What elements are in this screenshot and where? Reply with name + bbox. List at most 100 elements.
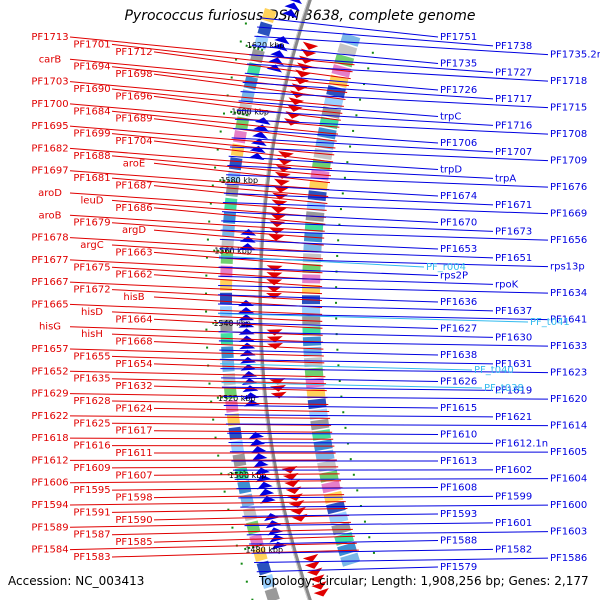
left-gene-label: PF1622: [31, 411, 68, 422]
right-gene-label: PF1604: [550, 474, 587, 485]
right-gene-label: PF1600: [550, 500, 587, 511]
left-leader-line: [111, 266, 323, 281]
right-gene-label: trpA: [495, 173, 516, 184]
right-leader-line: [259, 17, 439, 38]
forward-gene-arrow: [309, 574, 325, 583]
forward-gene-arrow: [285, 486, 302, 495]
reverse-gene-arrow: [252, 460, 269, 468]
right-gene-label: PF1586: [550, 553, 587, 564]
right-gene-label: PF1602: [495, 465, 532, 476]
feature-block-inner: [321, 480, 341, 494]
reverse-gene-arrow: [270, 50, 286, 59]
genome-backbone: [258, 0, 312, 600]
feature-block-outer: [226, 413, 241, 427]
gc-marker: [346, 442, 349, 445]
left-gene-label: PF1678: [31, 233, 68, 244]
gc-marker: [363, 520, 366, 523]
right-gene-label: PF1613: [440, 456, 477, 467]
right-gene-label: rps2P: [440, 271, 468, 282]
kbp-tick: [228, 110, 249, 117]
gc-marker: [371, 51, 374, 54]
feature-block-outer: [261, 7, 277, 23]
forward-gene-arrow: [293, 76, 309, 85]
gc-marker: [220, 472, 223, 475]
right-gene-label: PF1735.2n: [550, 50, 600, 61]
right-gene-label: PF1738: [495, 41, 532, 52]
left-gene-label: PF1682: [31, 143, 68, 154]
forward-gene-arrow: [270, 391, 287, 399]
gc-marker: [214, 166, 217, 169]
feature-block-outer: [228, 157, 243, 171]
right-gene-label: PF1735: [440, 59, 477, 70]
left-leader-line: [111, 355, 325, 364]
gc-marker: [338, 223, 341, 226]
gc-marker: [335, 301, 338, 304]
left-gene-label: PF1697: [31, 166, 68, 177]
right-gene-label: PF1637: [495, 306, 532, 317]
left-gene-label: PF1681: [73, 173, 110, 184]
genome-backbone-highlight: [257, 0, 309, 600]
feature-block-inner: [326, 501, 346, 515]
left-leader-line: [153, 207, 326, 225]
right-leader-line: [240, 91, 549, 109]
right-gene-label: PF1641: [550, 315, 587, 326]
left-leader-line: [111, 88, 343, 114]
forward-gene-arrow: [278, 150, 294, 159]
left-leader-line: [111, 528, 353, 536]
feature-block-outer: [252, 547, 268, 562]
forward-gene-arrow: [266, 293, 283, 300]
right-gene-label: PF1673: [495, 226, 532, 237]
left-leader-line: [153, 162, 331, 184]
forward-gene-arrow: [274, 171, 291, 179]
reverse-gene-arrow: [238, 328, 255, 335]
feature-block-outer: [221, 346, 234, 359]
right-gene-label: PF1707: [495, 147, 532, 158]
right-gene-label: PF1610: [440, 430, 477, 441]
left-gene-label: PF1687: [115, 181, 152, 192]
right-gene-label: PF1656: [550, 235, 587, 246]
forward-gene-arrow: [311, 581, 327, 590]
feature-block-inner: [302, 284, 321, 294]
right-gene-label: PF1726: [440, 85, 477, 96]
left-gene-label: PF1655: [73, 351, 110, 362]
feature-block-inner: [303, 242, 322, 253]
feature-block-outer: [240, 493, 255, 508]
left-gene-label: PF1672: [73, 285, 110, 296]
left-leader-line: [69, 214, 325, 232]
kbp-tick-label: 1620 kbp: [247, 41, 285, 50]
right-leader-line: [224, 183, 439, 197]
reverse-gene-arrow: [268, 57, 284, 66]
left-gene-label: aroE: [123, 158, 145, 169]
right-leader-line: [219, 238, 439, 250]
right-leader-line: [218, 312, 549, 321]
feature-block-outer: [237, 102, 252, 117]
left-gene-label: PF1598: [115, 493, 152, 504]
forward-gene-arrow: [270, 206, 287, 214]
left-leader-line: [111, 199, 326, 218]
reverse-gene-arrow: [272, 43, 288, 52]
right-gene-label: PF1671: [495, 200, 532, 211]
left-gene-label: PF1594: [31, 500, 68, 511]
right-leader-line: [218, 275, 494, 285]
reverse-gene-arrow: [238, 307, 255, 314]
left-leader-line: [111, 110, 339, 135]
kbp-tick: [243, 44, 264, 52]
forward-gene-arrow: [266, 279, 283, 286]
left-gene-label: PF1652: [31, 366, 68, 377]
gc-marker: [209, 202, 212, 205]
right-leader-line: [249, 540, 439, 545]
right-leader-line: [220, 229, 549, 241]
left-gene-label: aroD: [38, 188, 62, 199]
left-leader-line: [153, 514, 350, 521]
reverse-gene-arrow: [254, 467, 270, 476]
forward-gene-arrow: [267, 342, 284, 350]
gc-marker: [336, 348, 339, 351]
left-gene-label: aroB: [39, 210, 62, 221]
right-leader-line: [222, 395, 549, 400]
gc-marker: [337, 239, 340, 242]
left-gene-label: PF1694: [73, 62, 110, 73]
rna-leader-line: [220, 363, 473, 371]
right-leader-line: [230, 146, 549, 162]
gc-marker: [336, 254, 339, 257]
right-gene-label: PF1631: [495, 359, 532, 370]
